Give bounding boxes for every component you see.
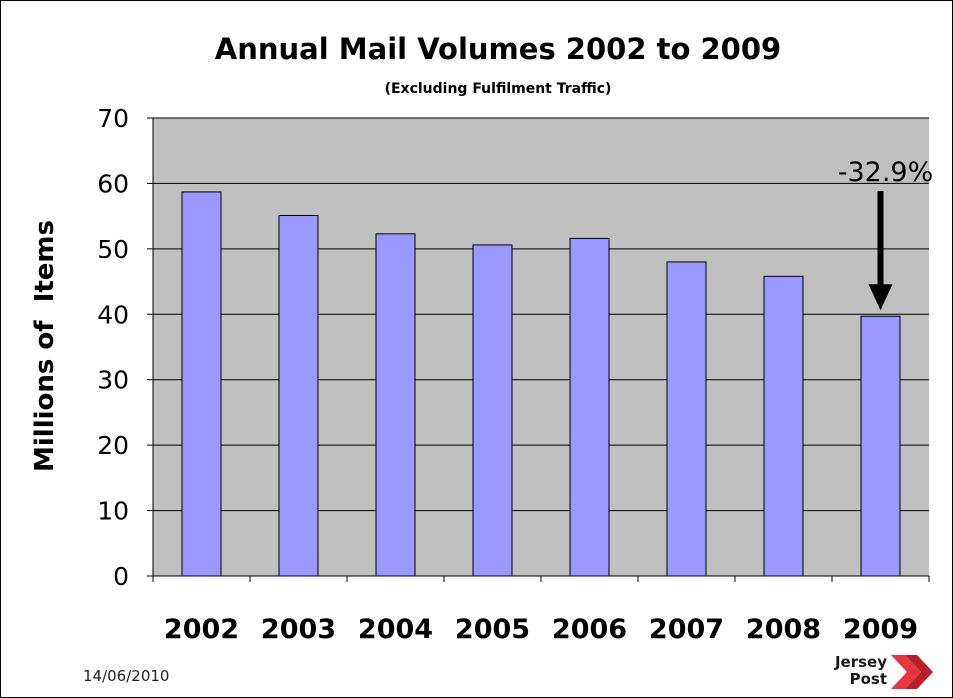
chart-subtitle: (Excluding Fulfilment Traffic) bbox=[385, 81, 612, 97]
x-tick-label: 2002 bbox=[164, 614, 239, 645]
bar-2009 bbox=[860, 315, 901, 577]
annotation-label: -32.9% bbox=[838, 157, 934, 188]
footer-date: 14/06/2010 bbox=[83, 667, 170, 685]
x-tick-label: 2004 bbox=[358, 614, 433, 645]
y-tick-label: 60 bbox=[97, 169, 129, 198]
y-tick-label: 10 bbox=[97, 497, 129, 526]
chart-title: Annual Mail Volumes 2002 to 2009 bbox=[215, 32, 781, 66]
bars bbox=[181, 191, 901, 577]
y-tick-label: 0 bbox=[113, 562, 129, 591]
y-tick-label: 30 bbox=[97, 366, 129, 395]
x-tick-label: 2007 bbox=[649, 614, 724, 645]
annotation: -32.9% bbox=[838, 157, 934, 311]
x-tick-label: 2008 bbox=[746, 614, 821, 645]
axes bbox=[147, 117, 930, 582]
y-tick-label: 50 bbox=[97, 235, 129, 264]
bar-2004 bbox=[375, 233, 416, 577]
bar-2005 bbox=[472, 244, 513, 577]
plot-area bbox=[153, 118, 929, 576]
x-tick-label: 2006 bbox=[552, 614, 627, 645]
x-tick-labels: 2002 2003 2004 2005 2006 2007 2008 2009 bbox=[164, 614, 918, 645]
bar-2003 bbox=[278, 214, 319, 577]
annotation-arrow-head bbox=[868, 284, 893, 311]
y-tick-labels: 0 10 20 30 40 50 60 70 bbox=[97, 104, 129, 591]
x-tick-label: 2009 bbox=[843, 614, 918, 645]
y-axis-label: Millions of Items bbox=[30, 220, 60, 472]
logo-text-line1: Jersey bbox=[834, 653, 887, 671]
x-tick-label: 2003 bbox=[261, 614, 336, 645]
bar-2006 bbox=[569, 237, 610, 577]
jersey-post-logo: Jersey Post bbox=[819, 651, 939, 695]
y-tick-label: 40 bbox=[97, 300, 129, 329]
x-tick-label: 2005 bbox=[455, 614, 530, 645]
logo-text-line2: Post bbox=[849, 670, 887, 688]
y-tick-label: 20 bbox=[97, 431, 129, 460]
y-tick-label: 70 bbox=[97, 104, 129, 133]
bar-2002 bbox=[181, 191, 222, 577]
chevron-arrows-icon bbox=[891, 655, 933, 689]
bar-2007 bbox=[666, 261, 707, 577]
bar-2008 bbox=[763, 275, 804, 577]
